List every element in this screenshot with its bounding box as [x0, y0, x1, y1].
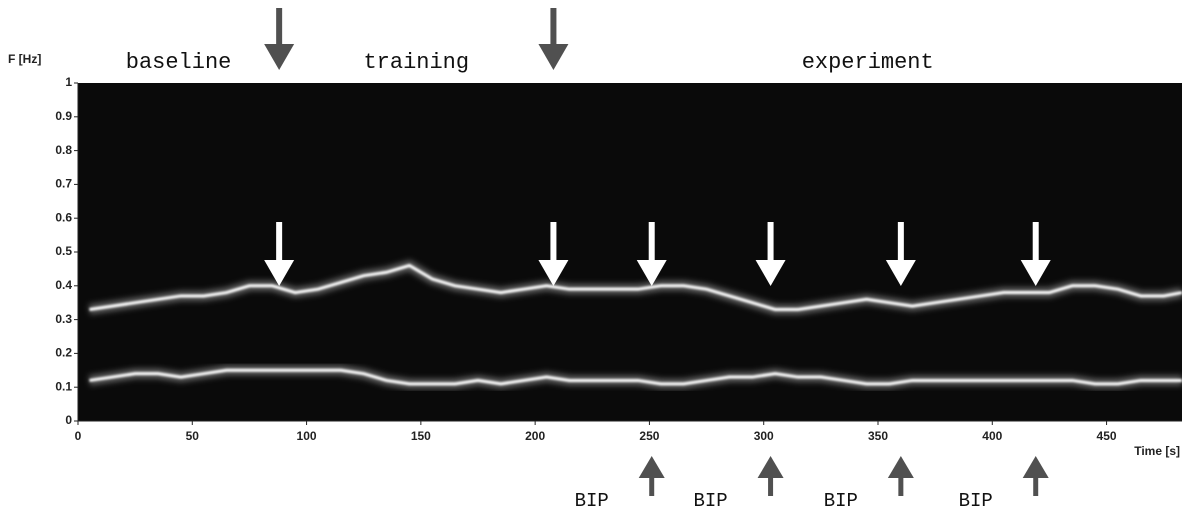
x-tick-label: 0	[75, 429, 82, 443]
spectrogram-background	[78, 83, 1182, 421]
phase-arrow	[538, 8, 569, 70]
ridge-line	[89, 263, 1182, 311]
y-tick-label: 0.3	[55, 312, 72, 326]
bip-arrow	[638, 456, 665, 496]
y-tick-label: 0.2	[55, 346, 72, 360]
ridge-arrow	[538, 222, 569, 286]
event-arrow	[755, 222, 786, 286]
y-axis-label: F [Hz]	[8, 52, 41, 66]
x-tick-label: 50	[186, 429, 200, 443]
y-tick-label: 0.8	[55, 143, 72, 157]
event-label: BIP	[575, 490, 609, 512]
phase-label: baseline	[126, 50, 232, 75]
event-arrow	[636, 222, 667, 286]
phase-label: training	[363, 50, 469, 75]
bip-arrow	[1022, 456, 1049, 496]
y-tick-label: 0.4	[55, 278, 72, 292]
x-tick-label: 350	[868, 429, 888, 443]
y-tick-label: 0.7	[55, 177, 72, 191]
x-tick-label: 200	[525, 429, 545, 443]
y-tick-label: 0.9	[55, 109, 72, 123]
event-label: BIP	[824, 490, 858, 512]
x-tick-label: 100	[297, 429, 317, 443]
x-tick-label: 400	[982, 429, 1002, 443]
y-tick-label: 0.1	[55, 379, 72, 393]
event-label: BIP	[959, 490, 993, 512]
y-tick-label: 1	[65, 75, 72, 89]
event-arrow	[885, 222, 916, 286]
ridge-line	[89, 368, 1182, 386]
x-axis-label: Time [s]	[1134, 444, 1180, 458]
x-tick-label: 450	[1097, 429, 1117, 443]
phase-label: experiment	[802, 50, 934, 75]
x-tick-label: 300	[754, 429, 774, 443]
bip-arrow	[757, 456, 784, 496]
ridge-arrow	[264, 222, 295, 286]
bip-arrow	[887, 456, 914, 496]
x-tick-label: 150	[411, 429, 431, 443]
phase-arrow	[264, 8, 295, 70]
y-tick-label: 0.6	[55, 210, 72, 224]
x-tick-label: 250	[639, 429, 659, 443]
y-tick-label: 0	[65, 413, 72, 427]
event-label: BIP	[693, 490, 727, 512]
y-tick-label: 0.5	[55, 244, 72, 258]
event-arrow	[1020, 222, 1051, 286]
